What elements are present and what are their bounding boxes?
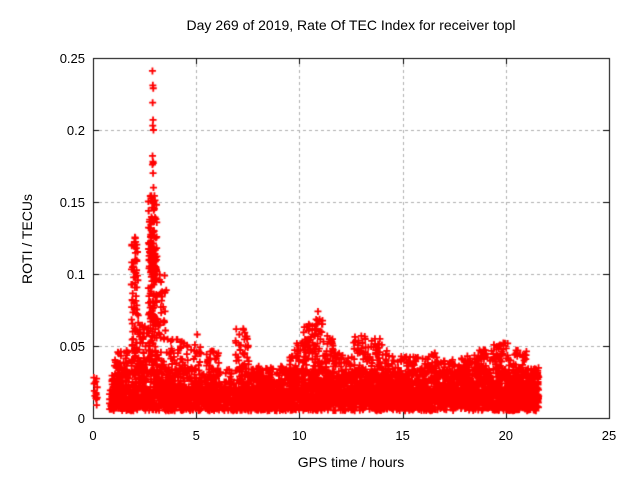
y-tick-label: 0.25 (59, 51, 85, 66)
x-axis-label: GPS time / hours (297, 454, 405, 470)
y-tick-label: 0.1 (66, 267, 85, 282)
x-tick-label: 20 (498, 428, 514, 443)
y-tick-label: 0.2 (66, 123, 85, 138)
x-tick-label: 25 (601, 428, 617, 443)
x-tick-label: 10 (292, 428, 307, 443)
y-tick-label: 0 (77, 411, 85, 426)
x-tick-label: 15 (395, 428, 410, 443)
x-tick-label: 0 (89, 428, 97, 443)
y-tick-label: 0.05 (59, 339, 85, 354)
chart-title: Day 269 of 2019, Rate Of TEC Index for r… (186, 17, 516, 33)
y-tick-label: 0.15 (59, 195, 85, 210)
x-tick-label: 5 (192, 428, 200, 443)
y-axis-label: ROTI / TECUs (19, 194, 35, 284)
